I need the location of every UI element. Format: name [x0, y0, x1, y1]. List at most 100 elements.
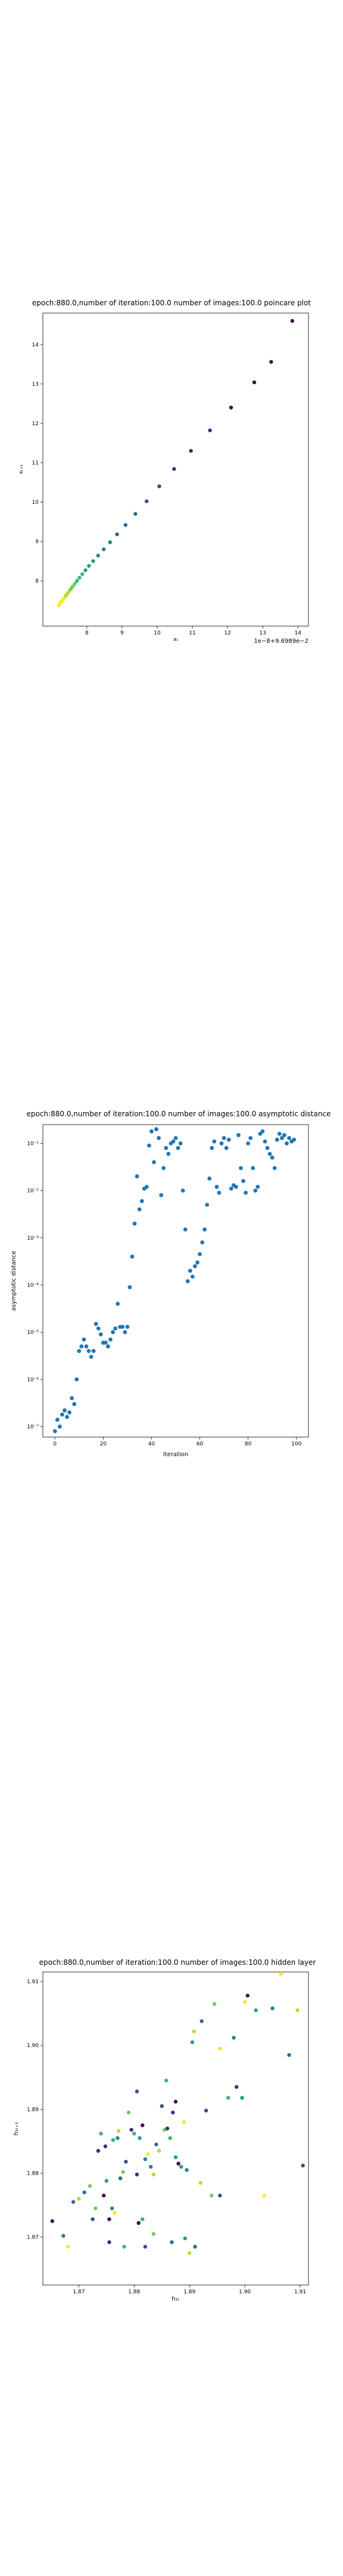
- hidden-layer-point: [168, 2136, 172, 2140]
- asymptotic-point: [270, 1155, 275, 1160]
- asymptotic-point: [275, 1137, 279, 1142]
- poincare-offset-text: 1e−8+9.6989e−2: [254, 638, 308, 645]
- p3-x-tick-label: 1.89: [183, 2289, 195, 2295]
- hidden-layer-point: [287, 2053, 291, 2057]
- p3-y-tick-label: 1.88: [27, 2171, 39, 2177]
- hidden-layer-point: [136, 2221, 141, 2225]
- hidden-layer-point: [279, 1972, 283, 1976]
- asymptotic-point: [212, 1139, 217, 1144]
- asymptotic-point: [241, 1179, 245, 1183]
- hidden-layer-point: [113, 2210, 117, 2215]
- poincare-point: [108, 540, 113, 544]
- hidden-layer-point: [235, 2085, 239, 2089]
- asymptotic-point: [144, 1184, 149, 1189]
- p1-x-tick-label: 8: [85, 630, 89, 636]
- asymptotic-point: [149, 1129, 154, 1134]
- asymptotic-point: [161, 1166, 166, 1171]
- p1-y-tick-label: 10: [32, 500, 39, 506]
- hidden-layer-point: [173, 2100, 178, 2104]
- poincare-point: [73, 581, 77, 586]
- asymptotic-point: [239, 1166, 243, 1171]
- hidden-layer-point: [176, 2162, 180, 2166]
- hidden-layer-point: [141, 2123, 145, 2128]
- poincare-x-label: xₜ: [173, 637, 178, 643]
- asymptotic-point: [130, 1254, 135, 1259]
- poincare-point: [57, 603, 61, 608]
- p2-y-tick-label: 10⁻⁶: [27, 1377, 39, 1383]
- asymptotic-point: [89, 1355, 93, 1359]
- asymptotic-point: [224, 1145, 229, 1150]
- hidden-layer-point: [188, 2251, 192, 2255]
- hidden-layer-point: [110, 2206, 114, 2210]
- asymptotic-x-ticks: 0 20 40 60 80 100: [53, 1437, 302, 1447]
- asymptotic-point: [265, 1145, 270, 1150]
- asymptotic-title: epoch:880.0,number of iteration:100.0 nu…: [27, 1110, 331, 1118]
- poincare-axes-frame: [42, 312, 309, 627]
- asymptotic-point: [159, 1193, 164, 1197]
- p1-y-tick-label: 11: [32, 460, 39, 466]
- hidden-layer-point: [165, 2126, 170, 2131]
- poincare-point: [229, 405, 233, 410]
- hidden-layer-point: [212, 2002, 217, 2006]
- hidden-layer-x-ticks: 1.87 1.88 1.89 1.90 1.91: [73, 2285, 306, 2295]
- poincare-point: [91, 559, 95, 564]
- asymptotic-point: [185, 1279, 190, 1284]
- poincare-point: [80, 572, 85, 577]
- hidden-layer-point: [91, 2217, 95, 2221]
- hidden-layer-point: [240, 2095, 244, 2100]
- hidden-layer-point: [218, 2046, 222, 2051]
- poincare-point: [87, 564, 91, 568]
- asymptotic-point: [57, 1425, 62, 1429]
- asymptotic-point: [65, 1414, 69, 1419]
- hidden-layer-y-label: h₁ₜ₊₁: [13, 2122, 20, 2136]
- asymptotic-point: [157, 1136, 161, 1140]
- poincare-point: [101, 547, 106, 552]
- asymptotic-point: [127, 1285, 132, 1289]
- poincare-plot: epoch:880.0,number of iteration:100.0 nu…: [18, 299, 311, 645]
- hidden-layer-point: [66, 2244, 70, 2249]
- asymptotic-point: [70, 1396, 74, 1401]
- asymptotic-y-ticks: 10⁻⁷ 10⁻⁶ 10⁻⁵ 10⁻⁴ 10⁻³ 10⁻² 10⁻¹: [27, 1141, 43, 1430]
- hidden-layer-point: [122, 2244, 126, 2249]
- asymptotic-point: [74, 1377, 79, 1382]
- hidden-layer-point: [71, 2200, 76, 2204]
- hidden-layer-point: [82, 2190, 86, 2194]
- asymptotic-point: [108, 1337, 113, 1342]
- poincare-y-label: xₜ₊₁: [18, 464, 24, 474]
- asymptotic-point: [207, 1176, 212, 1181]
- p3-x-tick-label: 1.88: [128, 2289, 140, 2295]
- hidden-layer-point: [148, 2165, 153, 2169]
- hidden-layer-point: [132, 2131, 136, 2136]
- hidden-layer-point: [146, 2152, 150, 2156]
- hidden-layer-figure: epoch:880.0,number of iteration:100.0 nu…: [0, 1717, 343, 2576]
- hidden-layer-point: [179, 2165, 183, 2169]
- asymptotic-point: [86, 1349, 91, 1354]
- asymptotic-point: [222, 1136, 226, 1140]
- poincare-point: [75, 578, 79, 583]
- asymptotic-point: [287, 1136, 291, 1140]
- asymptotic-point: [164, 1145, 169, 1150]
- asymptotic-point: [171, 1139, 176, 1144]
- asymptotic-x-label: iteration: [163, 1451, 188, 1458]
- p2-y-tick-label: 10⁻³: [27, 1236, 39, 1241]
- poincare-point: [172, 467, 176, 471]
- asymptotic-point: [176, 1145, 180, 1150]
- asymptotic-point: [253, 1188, 258, 1193]
- p1-x-tick-label: 13: [259, 630, 266, 636]
- asymptotic-point: [178, 1141, 183, 1145]
- asymptotic-point: [263, 1139, 267, 1144]
- asymptotic-point: [246, 1141, 251, 1145]
- hidden-layer-point: [154, 2142, 158, 2147]
- hidden-layer-points: [50, 1972, 305, 2255]
- hidden-layer-point: [126, 2110, 131, 2114]
- hidden-layer-y-ticks: 1.87 1.88 1.89 1.90 1.91: [27, 1979, 43, 2241]
- p3-x-tick-label: 1.91: [294, 2289, 306, 2295]
- poincare-point: [157, 484, 161, 488]
- p3-y-tick-label: 1.90: [27, 2043, 39, 2049]
- hidden-layer-point: [226, 2095, 230, 2100]
- asymptotic-point: [91, 1349, 96, 1354]
- hidden-layer-point: [204, 2109, 208, 2113]
- asymptotic-figure: epoch:880.0,number of iteration:100.0 nu…: [0, 859, 343, 1717]
- asymptotic-point: [139, 1199, 144, 1203]
- p2-y-tick-label: 10⁻⁷: [27, 1424, 39, 1430]
